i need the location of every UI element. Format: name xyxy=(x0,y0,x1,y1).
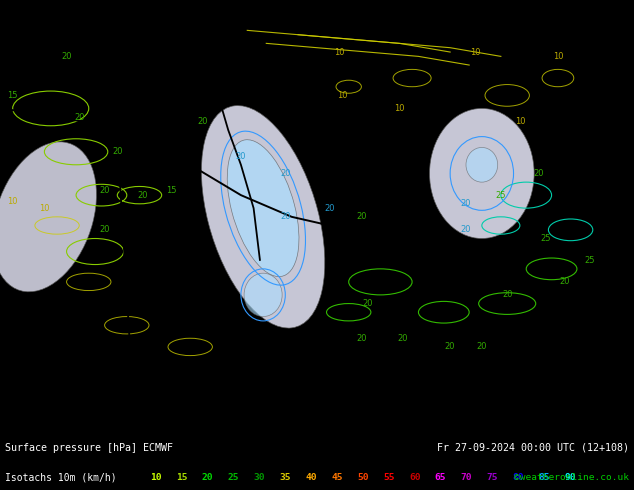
Text: 20: 20 xyxy=(280,169,290,178)
Text: 10: 10 xyxy=(8,197,18,206)
Text: 20: 20 xyxy=(61,52,72,61)
Text: 10: 10 xyxy=(150,473,162,482)
Text: 25: 25 xyxy=(585,256,595,265)
Text: 1015: 1015 xyxy=(361,410,383,418)
Text: 20: 20 xyxy=(100,186,110,196)
Text: 20: 20 xyxy=(202,473,214,482)
Text: 20: 20 xyxy=(74,113,84,122)
Text: 65: 65 xyxy=(435,473,446,482)
Text: 50: 50 xyxy=(357,473,368,482)
Text: 20: 20 xyxy=(363,299,373,308)
Text: 25: 25 xyxy=(540,234,550,243)
Text: 20: 20 xyxy=(445,343,455,351)
Text: 35: 35 xyxy=(280,473,291,482)
Text: 30: 30 xyxy=(254,473,265,482)
Text: 25: 25 xyxy=(496,191,506,199)
Ellipse shape xyxy=(430,108,534,239)
Text: 20: 20 xyxy=(502,291,512,299)
Text: 10: 10 xyxy=(515,117,525,126)
Text: 55: 55 xyxy=(383,473,394,482)
Ellipse shape xyxy=(202,105,325,328)
Text: 20: 20 xyxy=(280,212,290,221)
Text: 75: 75 xyxy=(486,473,498,482)
Text: ©weatheronline.co.uk: ©weatheronline.co.uk xyxy=(514,473,629,482)
Text: 20: 20 xyxy=(112,147,122,156)
Text: 10: 10 xyxy=(39,204,49,213)
Ellipse shape xyxy=(227,140,299,276)
Text: Isotachs 10m (km/h): Isotachs 10m (km/h) xyxy=(5,472,117,483)
Ellipse shape xyxy=(0,142,96,292)
Text: 20: 20 xyxy=(398,334,408,343)
Text: 1005: 1005 xyxy=(162,410,183,418)
Text: 20: 20 xyxy=(236,151,246,161)
Text: Surface pressure [hPa] ECMWF: Surface pressure [hPa] ECMWF xyxy=(5,443,173,453)
Text: 15: 15 xyxy=(166,186,176,196)
Text: 90: 90 xyxy=(564,473,576,482)
Text: 20: 20 xyxy=(100,225,110,234)
Text: 1020: 1020 xyxy=(187,232,209,241)
Text: 20: 20 xyxy=(356,212,366,221)
Text: 60: 60 xyxy=(409,473,420,482)
Text: 20: 20 xyxy=(559,277,569,286)
Text: 10: 10 xyxy=(337,91,347,100)
Text: 20: 20 xyxy=(461,225,471,234)
Text: 1020: 1020 xyxy=(187,271,209,280)
Text: 10: 10 xyxy=(334,48,344,56)
Text: 1015: 1015 xyxy=(13,349,34,358)
Text: 70: 70 xyxy=(461,473,472,482)
Text: 40: 40 xyxy=(306,473,317,482)
Text: 45: 45 xyxy=(332,473,343,482)
Text: 25: 25 xyxy=(228,473,239,482)
Text: 15: 15 xyxy=(176,473,188,482)
Text: 10: 10 xyxy=(394,104,404,113)
Text: 20: 20 xyxy=(198,117,208,126)
Text: 10: 10 xyxy=(470,48,481,56)
Text: 85: 85 xyxy=(538,473,550,482)
Text: 20: 20 xyxy=(325,204,335,213)
Text: 15: 15 xyxy=(8,91,18,100)
Ellipse shape xyxy=(466,147,498,182)
Ellipse shape xyxy=(244,273,282,317)
Text: 20: 20 xyxy=(138,191,148,199)
Text: 10: 10 xyxy=(553,52,563,61)
Text: 20: 20 xyxy=(534,169,544,178)
Text: 20: 20 xyxy=(477,343,487,351)
Text: 20: 20 xyxy=(461,199,471,208)
Text: 20: 20 xyxy=(356,334,366,343)
Text: 1025: 1025 xyxy=(363,232,385,241)
Text: 80: 80 xyxy=(512,473,524,482)
Text: 1010: 1010 xyxy=(13,391,34,400)
Text: Fr 27-09-2024 00:00 UTC (12+108): Fr 27-09-2024 00:00 UTC (12+108) xyxy=(437,443,629,453)
